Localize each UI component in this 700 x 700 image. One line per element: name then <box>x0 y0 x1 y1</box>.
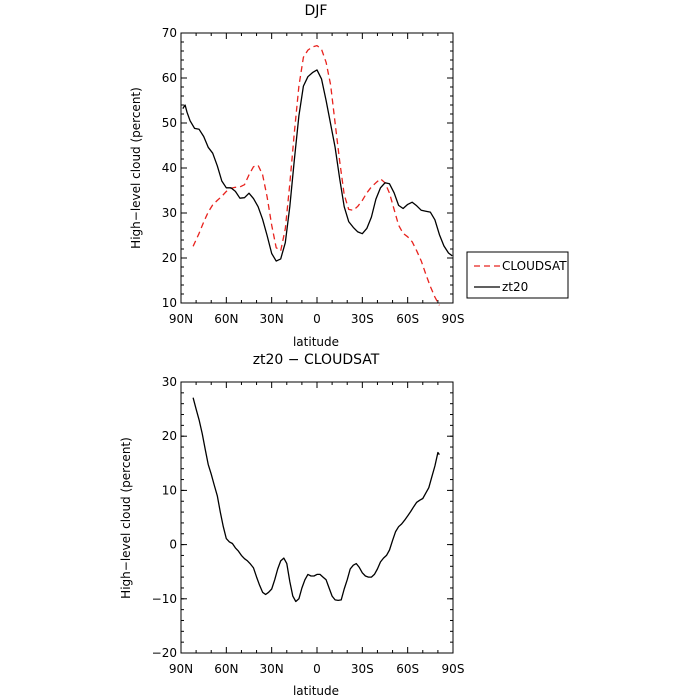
difference-y-tick-label: 0 <box>169 538 177 552</box>
difference-y-axis-title: High−level cloud (percent) <box>119 437 133 599</box>
djf-x-tick-label: 60S <box>396 312 419 326</box>
difference-series-line <box>192 397 440 603</box>
cloudsat-series-line <box>192 44 440 306</box>
djf-x-tick-label: 0 <box>313 312 321 326</box>
difference-x-tick-label: 60S <box>396 662 419 676</box>
djf-x-axis-title: latitude <box>293 335 339 349</box>
djf-y-tick-label: 30 <box>162 206 177 220</box>
legend-zt20-label: zt20 <box>502 280 528 294</box>
djf-y-tick-label: 60 <box>162 71 177 85</box>
difference-panel: zt20 − CLOUDSAT 90N 60N 30N 0 30S 60S 90S −20 −1… <box>119 352 464 698</box>
djf-x-tick-label: 90S <box>442 312 465 326</box>
djf-lines <box>182 44 453 306</box>
difference-title: zt20 − CLOUDSAT <box>253 352 380 368</box>
difference-y-tick-label: 20 <box>162 429 177 443</box>
djf-x-tick-label: 60N <box>214 312 238 326</box>
djf-panel: DJF 90N 60N 30N 0 30S 60S 90S 10 20 30 40 50 60 70 la… <box>129 3 569 349</box>
djf-plot-frame <box>180 32 454 304</box>
djf-y-tick-label: 40 <box>162 161 177 175</box>
difference-x-tick-label: 30S <box>351 662 374 676</box>
legend-box <box>466 251 569 299</box>
djf-x-tick-label: 30N <box>260 312 284 326</box>
zt20-series-line <box>182 69 453 262</box>
djf-y-tick-label: 20 <box>162 251 177 265</box>
djf-y-tick-label: 10 <box>162 296 177 310</box>
difference-x-tick-label: 30N <box>260 662 284 676</box>
djf-y-tick-label: 50 <box>162 116 177 130</box>
difference-x-tick-label: 90N <box>169 662 193 676</box>
djf-x-tick-label: 30S <box>351 312 374 326</box>
difference-ticks: 90N 60N 30N 0 30S 60S 90S −20 −10 0 10 20 30 <box>152 375 465 676</box>
djf-title: DJF <box>305 3 328 19</box>
difference-y-tick-label: 30 <box>162 375 177 389</box>
djf-y-tick-label: 70 <box>162 26 177 40</box>
difference-y-tick-label: 10 <box>162 483 177 497</box>
legend-cloudsat-label: CLOUDSAT <box>502 259 567 273</box>
difference-x-tick-label: 0 <box>313 662 321 676</box>
djf-legend: CLOUDSAT zt20 <box>466 251 569 299</box>
difference-y-tick-label: −20 <box>152 646 177 660</box>
difference-y-tick-label: −10 <box>152 592 177 606</box>
difference-x-axis-title: latitude <box>293 684 339 698</box>
difference-lines <box>192 397 440 603</box>
djf-ticks: 90N 60N 30N 0 30S 60S 90S 10 20 30 40 50 60 70 <box>162 26 465 326</box>
difference-x-tick-label: 90S <box>442 662 465 676</box>
djf-x-tick-label: 90N <box>169 312 193 326</box>
djf-y-axis-title: High−level cloud (percent) <box>129 87 143 249</box>
difference-x-tick-label: 60N <box>214 662 238 676</box>
